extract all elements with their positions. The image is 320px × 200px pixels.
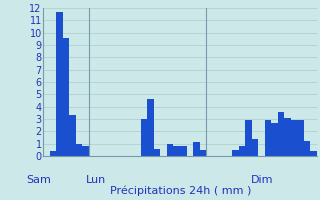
Bar [180, 146, 187, 156]
Bar [56, 12, 63, 156]
Text: Dim: Dim [251, 175, 274, 185]
Bar [76, 144, 82, 156]
Bar [239, 146, 245, 156]
Bar [141, 119, 148, 156]
Bar [310, 151, 317, 156]
Bar [69, 115, 76, 156]
Bar [245, 120, 252, 156]
Bar [297, 120, 304, 156]
Bar [278, 112, 284, 156]
Bar [193, 142, 200, 156]
Bar [232, 150, 239, 156]
Bar [200, 150, 206, 156]
Bar [284, 118, 291, 156]
Bar [148, 99, 154, 156]
Bar [50, 151, 56, 156]
Bar [82, 146, 89, 156]
Bar [304, 141, 310, 156]
Bar [271, 123, 278, 156]
Bar [265, 120, 271, 156]
Text: Lun: Lun [86, 175, 106, 185]
Bar [63, 38, 69, 156]
Bar [252, 139, 258, 156]
Text: Précipitations 24h ( mm ): Précipitations 24h ( mm ) [110, 186, 252, 196]
Bar [173, 146, 180, 156]
Text: Sam: Sam [26, 175, 51, 185]
Bar [154, 149, 160, 156]
Bar [167, 144, 173, 156]
Bar [291, 120, 297, 156]
